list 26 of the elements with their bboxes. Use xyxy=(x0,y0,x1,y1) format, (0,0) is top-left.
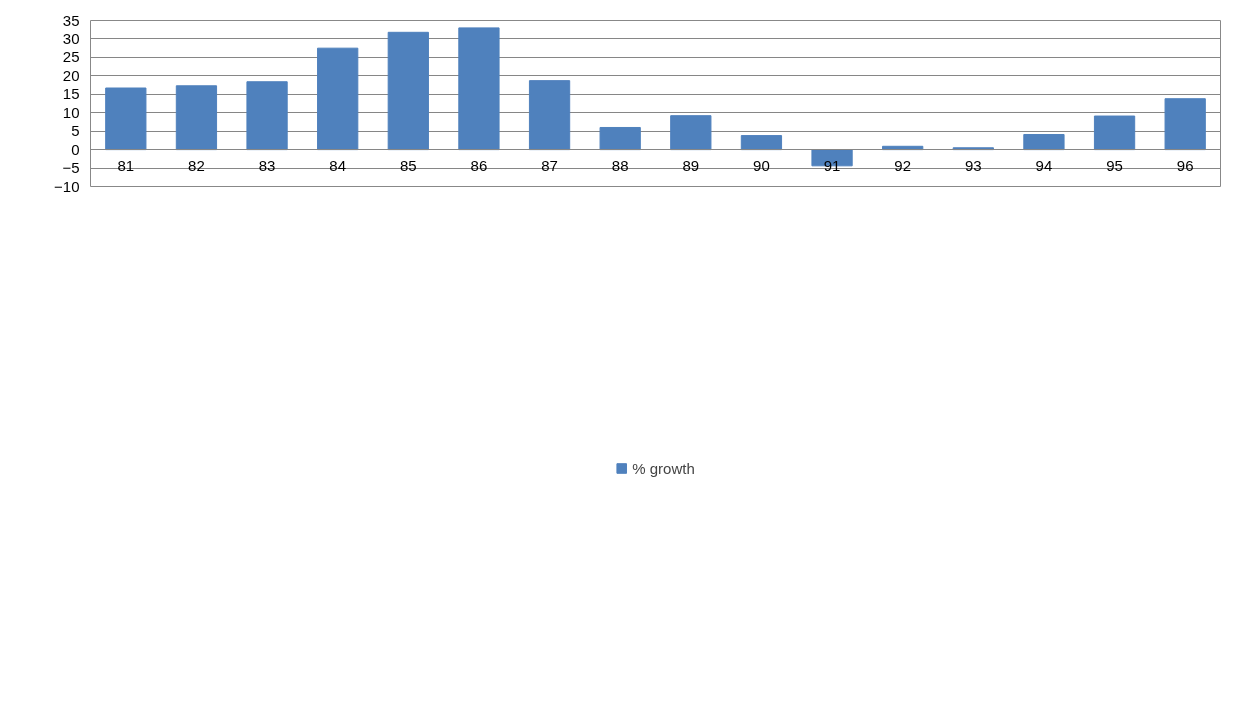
legend-label: % growth xyxy=(632,459,695,477)
x-tick-label: 84 xyxy=(329,156,347,174)
x-tick-label: 95 xyxy=(1106,156,1123,174)
x-tick-label: 82 xyxy=(188,156,205,174)
x-tick-label: 88 xyxy=(611,156,629,174)
x-tick-label: 81 xyxy=(117,156,135,174)
y-tick-label: 20 xyxy=(62,66,80,84)
x-tick-label: 83 xyxy=(258,156,276,174)
y-tick-label: −10 xyxy=(54,177,80,195)
y-tick-label: 10 xyxy=(62,103,80,121)
y-tick-label: 30 xyxy=(62,29,80,47)
y-tick-label: −5 xyxy=(62,159,80,177)
x-tick-label: 90 xyxy=(753,156,770,174)
y-tick-label: 35 xyxy=(62,11,80,29)
y-tick-label: 25 xyxy=(62,48,80,66)
y-tick-label: 15 xyxy=(62,85,80,103)
x-tick-label: 96 xyxy=(1176,156,1194,174)
x-tick-label: 92 xyxy=(894,156,912,174)
y-tick-label: 5 xyxy=(71,122,80,140)
x-tick-label: 87 xyxy=(541,156,558,174)
x-tick-label: 86 xyxy=(470,156,488,174)
x-tick-label: 93 xyxy=(964,156,982,174)
x-tick-label: 85 xyxy=(399,156,417,174)
x-tick-label: 89 xyxy=(682,156,700,174)
y-tick-label: 0 xyxy=(71,140,80,158)
x-tick-label: 94 xyxy=(1035,156,1053,174)
